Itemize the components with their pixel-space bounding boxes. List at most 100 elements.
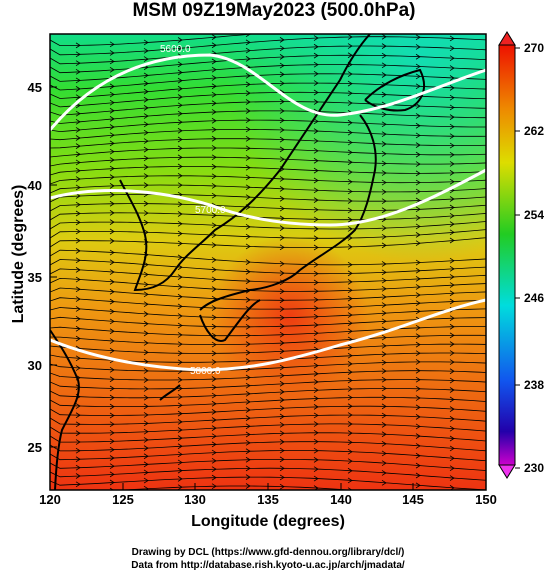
streamline-arrow [143,271,149,278]
streamline-arrow [347,119,353,126]
streamline-arrow [313,177,319,184]
streamline-arrow [245,259,251,265]
streamline-arrow [279,430,285,437]
streamline-arrow [449,368,455,375]
streamline-arrow [415,179,421,186]
streamline-arrow [347,312,353,318]
streamline-arrow [143,200,149,207]
streamline-arrow [75,456,81,463]
streamline-arrow [177,240,183,247]
streamline-arrow [415,376,421,383]
streamline-arrow [211,392,217,399]
streamline-arrow [279,176,285,182]
streamline-arrow [381,121,387,128]
streamline [50,221,486,230]
contour-label: 5600.0 [160,44,191,55]
streamline-arrow [279,439,285,445]
streamline [50,129,486,141]
streamline-arrow [381,351,387,357]
streamline-arrow [279,314,285,321]
streamline-arrow [449,274,455,280]
streamline-arrow [211,417,217,423]
streamline-arrow [347,458,353,465]
streamline [50,268,486,283]
streamline-arrow [109,116,115,122]
streamline-arrow [75,201,81,208]
streamline-arrow [347,439,353,446]
streamline-arrow [381,302,387,308]
streamline-arrow [245,39,251,46]
streamline-arrow [143,377,149,383]
streamline-arrow [143,349,149,356]
streamline-arrow [313,296,319,303]
streamline-arrow [177,182,183,189]
streamline-arrow [211,474,217,481]
streamline-arrow [279,270,285,276]
streamline-arrow [143,412,149,418]
streamline-arrow [75,118,81,125]
streamline-arrow [449,161,455,167]
streamline-arrow [381,294,387,300]
streamline-arrow [381,43,387,49]
streamline [50,212,486,221]
streamline-arrow [279,98,285,105]
streamline-arrow [109,41,115,48]
streamline-arrow [449,425,455,432]
streamline-arrow [313,466,319,473]
streamline-arrow [313,270,319,277]
streamline-arrow [177,220,183,227]
streamline-arrow [75,248,81,254]
streamline-arrow [449,406,455,412]
streamline-arrow [449,133,455,140]
streamline-arrow [75,110,81,117]
streamline [50,237,486,248]
streamline-arrow [109,376,115,383]
streamline-arrow [177,332,183,338]
streamline-arrow [313,35,319,41]
streamline-arrow [449,350,455,356]
streamline-arrow [211,117,217,124]
streamline-arrow [211,409,217,415]
streamline-arrow [75,412,81,419]
streamline-arrow [347,71,353,77]
streamline-arrow [449,45,455,52]
streamline-arrow [75,60,81,66]
wind-streamlines [50,25,486,490]
streamline-arrow [143,301,149,308]
streamline-arrow [245,278,251,285]
streamline-arrow [245,415,251,421]
streamline [50,110,486,124]
streamline-arrow [449,445,455,452]
streamline-arrow [143,39,149,46]
streamline-arrow [347,344,353,351]
streamline-arrow [143,420,149,427]
streamline [50,334,486,345]
streamline-arrow [313,338,319,345]
streamline-arrow [211,359,217,365]
streamline-arrow [313,362,319,369]
streamline-arrow [449,178,455,185]
streamline-arrow [347,207,353,214]
streamline-arrow [313,80,319,86]
streamline-arrow [211,34,217,40]
contour-5600 [50,53,486,131]
streamline-arrow [415,359,421,365]
streamline-arrow [313,429,319,436]
streamline-arrow [313,118,319,125]
streamline-arrow [313,421,319,427]
streamline-arrow [245,155,251,161]
colorbar-tick-label: 254 [524,208,544,222]
streamline-arrow [313,43,319,50]
streamline-arrow [313,235,319,242]
streamline [50,45,486,65]
streamline-arrow [143,72,149,79]
streamline-arrow [75,257,81,264]
streamline-arrow [381,131,387,138]
streamline-arrow [109,403,115,410]
streamline-arrow [143,453,149,460]
streamline-arrow [75,184,81,191]
streamline-arrow [381,261,387,267]
streamline-arrow [211,126,217,133]
streamline-arrow [382,25,386,30]
streamline-arrow [75,135,81,141]
